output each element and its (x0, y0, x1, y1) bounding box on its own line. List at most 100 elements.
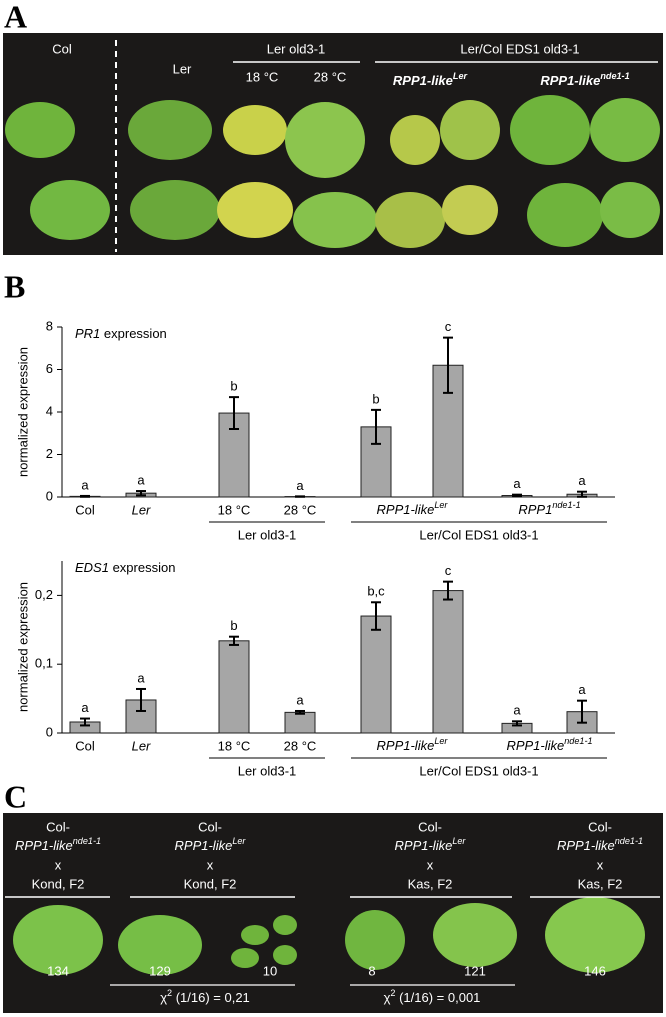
significance-label: a (137, 472, 145, 487)
error-bar (512, 720, 522, 727)
significance-label: b,c (367, 584, 385, 599)
count: 129 (149, 963, 171, 978)
label: 28 °C (314, 69, 347, 84)
label: RPP1-likeLer (395, 836, 467, 853)
x-tick-label: Col (75, 738, 95, 753)
label: Ler/Col EDS1 old3-1 (460, 41, 579, 56)
x-tick-label: 18 °C (218, 738, 251, 753)
label: x (55, 857, 62, 872)
text-part: RPP1-like (393, 73, 453, 88)
y-tick-label: 8 (46, 318, 53, 333)
label: Col- (198, 819, 222, 834)
error-bar (371, 408, 381, 445)
x-group-sublabel: RPP1-likeLer (377, 736, 449, 753)
x-group-sublabel: RPP1-likende1-1 (506, 736, 592, 753)
error-bar (512, 493, 522, 498)
text-part: RPP1-like (540, 73, 600, 88)
significance-label: b (230, 379, 237, 394)
significance-label: a (513, 476, 521, 491)
text-part: Ler (453, 71, 468, 81)
error-bar (295, 709, 305, 715)
text-part: nde1-1 (552, 500, 580, 510)
significance-label: a (81, 700, 89, 715)
text-part: Ler (434, 736, 448, 746)
text-part: expression (109, 560, 175, 575)
text-part: nde1-1 (564, 736, 592, 746)
text-part: (1/16) = 0,21 (172, 990, 250, 1005)
error-bar (229, 396, 239, 430)
photo-c (3, 813, 663, 1013)
y-axis-label: normalized expression (15, 582, 30, 712)
y-tick-label: 0 (46, 488, 53, 503)
text-part: χ (160, 990, 167, 1005)
x-tick-label: Ler (132, 502, 151, 517)
error-bar (80, 494, 90, 498)
text-part: nde1-1 (73, 836, 101, 846)
count: 134 (47, 963, 69, 978)
chart-title: PR1 expression (75, 326, 167, 341)
label: x (207, 857, 214, 872)
text-part: RPP1-like (557, 838, 615, 853)
y-tick-label: 2 (46, 446, 53, 461)
label: 18 °C (246, 69, 279, 84)
x-group-label: Ler/Col EDS1 old3-1 (419, 527, 538, 542)
label: Kond, F2 (32, 876, 85, 891)
label: Ler (173, 61, 192, 76)
significance-label: a (81, 477, 89, 492)
label: Ler old3-1 (267, 41, 326, 56)
significance-label: c (445, 319, 452, 334)
y-tick-label: 0,2 (35, 587, 53, 602)
text-part: Ler (434, 500, 448, 510)
label: x (427, 857, 434, 872)
significance-label: a (137, 670, 145, 685)
label: Col- (588, 819, 612, 834)
error-bar (136, 490, 146, 497)
text-part: RPP1-like (377, 738, 435, 753)
error-bar (443, 336, 453, 394)
text-part: nde1-1 (600, 71, 629, 81)
panel-label: C (4, 778, 27, 814)
label: Col (52, 41, 72, 56)
error-bar (577, 490, 587, 498)
label: Kond, F2 (184, 876, 237, 891)
label: RPP1-likende1-1 (540, 71, 629, 88)
y-tick-label: 6 (46, 361, 53, 376)
x-group-sublabel: RPP1nde1-1 (518, 500, 580, 517)
significance-label: a (578, 682, 586, 697)
x-group-label: Ler old3-1 (238, 763, 297, 778)
significance-label: b (372, 391, 379, 406)
panel-label: A (4, 0, 27, 34)
x-tick-label: 28 °C (284, 738, 317, 753)
y-tick-label: 4 (46, 403, 53, 418)
bar (360, 615, 392, 734)
chi-square: χ2 (1/16) = 0,21 (160, 988, 250, 1005)
x-tick-label: Ler (132, 738, 151, 753)
error-bar (577, 699, 587, 724)
error-bar (136, 687, 146, 712)
x-tick-label: 18 °C (218, 502, 251, 517)
count: 10 (263, 963, 277, 978)
text-part: Ler (452, 836, 466, 846)
significance-label: b (230, 618, 237, 633)
error-bar (371, 601, 381, 631)
y-tick-label: 0,1 (35, 656, 53, 671)
x-group-sublabel: RPP1-likeLer (377, 500, 449, 517)
bar (432, 590, 464, 734)
x-group-label: Ler/Col EDS1 old3-1 (419, 763, 538, 778)
text-part: RPP1 (518, 502, 552, 517)
text-part: EDS1 (75, 560, 109, 575)
significance-label: c (445, 563, 452, 578)
text-part: nde1-1 (615, 836, 643, 846)
label: Kas, F2 (578, 876, 623, 891)
error-bar (229, 635, 239, 646)
error-bar (443, 580, 453, 601)
x-group-label: Ler old3-1 (238, 527, 297, 542)
label: x (597, 857, 604, 872)
label: RPP1-likeLer (393, 71, 468, 88)
label: RPP1-likende1-1 (557, 836, 643, 853)
significance-label: a (296, 692, 304, 707)
text-part: RPP1-like (175, 838, 233, 853)
x-tick-label: Col (75, 502, 95, 517)
